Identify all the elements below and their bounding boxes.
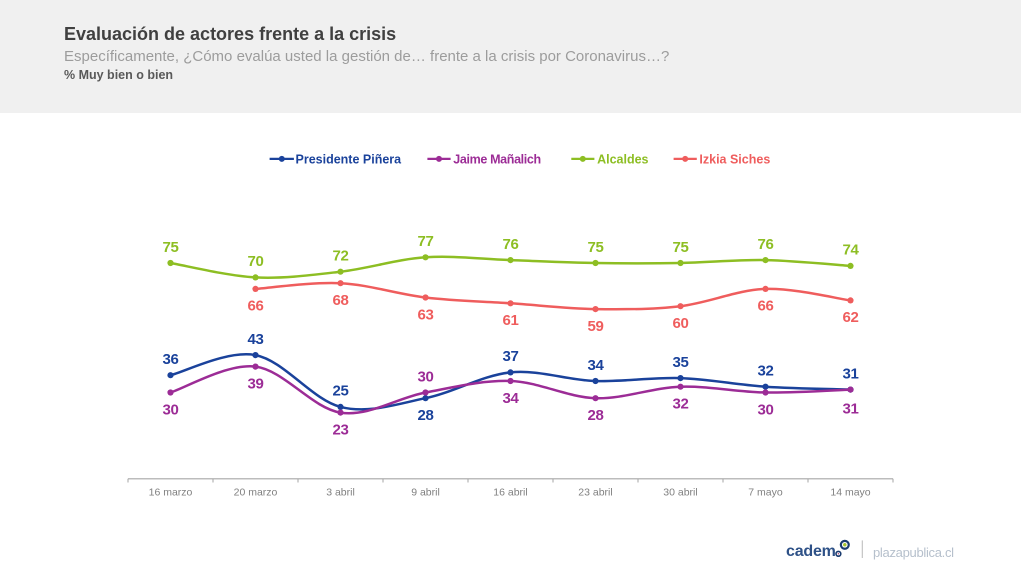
- svg-text:Izkia Siches: Izkia Siches: [699, 152, 770, 166]
- svg-text:23: 23: [332, 421, 348, 438]
- svg-text:75: 75: [587, 239, 603, 256]
- svg-text:9 abril: 9 abril: [411, 487, 440, 499]
- svg-text:Jaime Mañalich: Jaime Mañalich: [453, 152, 541, 166]
- svg-text:43: 43: [247, 331, 263, 348]
- svg-text:16 marzo: 16 marzo: [149, 487, 193, 499]
- svg-text:3 abril: 3 abril: [326, 487, 355, 499]
- svg-text:28: 28: [587, 407, 603, 424]
- svg-text:76: 76: [502, 236, 518, 253]
- svg-text:23 abril: 23 abril: [578, 487, 612, 499]
- svg-text:63: 63: [417, 306, 433, 323]
- svg-text:60: 60: [672, 315, 688, 332]
- svg-text:62: 62: [842, 309, 858, 326]
- svg-text:68: 68: [332, 292, 348, 309]
- svg-text:Alcaldes: Alcaldes: [597, 152, 648, 166]
- svg-text:14 mayo: 14 mayo: [830, 487, 870, 499]
- svg-text:16 abril: 16 abril: [493, 487, 527, 499]
- svg-text:28: 28: [417, 407, 433, 424]
- svg-text:Presidente Piñera: Presidente Piñera: [296, 152, 403, 166]
- svg-text:61: 61: [502, 312, 518, 329]
- svg-text:30: 30: [417, 368, 433, 385]
- svg-text:72: 72: [332, 248, 348, 265]
- svg-text:30: 30: [757, 401, 773, 418]
- svg-text:30: 30: [162, 401, 178, 418]
- svg-text:25: 25: [332, 383, 348, 400]
- svg-text:30 abril: 30 abril: [663, 487, 697, 499]
- svg-text:35: 35: [672, 354, 688, 371]
- svg-text:31: 31: [842, 401, 858, 418]
- svg-text:59: 59: [587, 318, 603, 335]
- svg-text:76: 76: [757, 236, 773, 253]
- svg-text:66: 66: [247, 298, 263, 315]
- svg-text:7 mayo: 7 mayo: [748, 487, 783, 499]
- svg-text:70: 70: [247, 253, 263, 270]
- svg-text:36: 36: [162, 351, 178, 368]
- svg-text:20 marzo: 20 marzo: [234, 487, 278, 499]
- svg-text:75: 75: [162, 239, 178, 256]
- svg-text:32: 32: [757, 363, 773, 380]
- svg-text:37: 37: [502, 348, 518, 365]
- svg-text:32: 32: [672, 396, 688, 413]
- svg-text:39: 39: [247, 375, 263, 392]
- svg-text:34: 34: [502, 390, 519, 407]
- svg-text:75: 75: [672, 239, 688, 256]
- svg-text:34: 34: [587, 357, 604, 374]
- svg-text:31: 31: [842, 365, 858, 382]
- svg-text:74: 74: [842, 242, 859, 259]
- svg-text:66: 66: [757, 298, 773, 315]
- svg-text:77: 77: [417, 233, 433, 250]
